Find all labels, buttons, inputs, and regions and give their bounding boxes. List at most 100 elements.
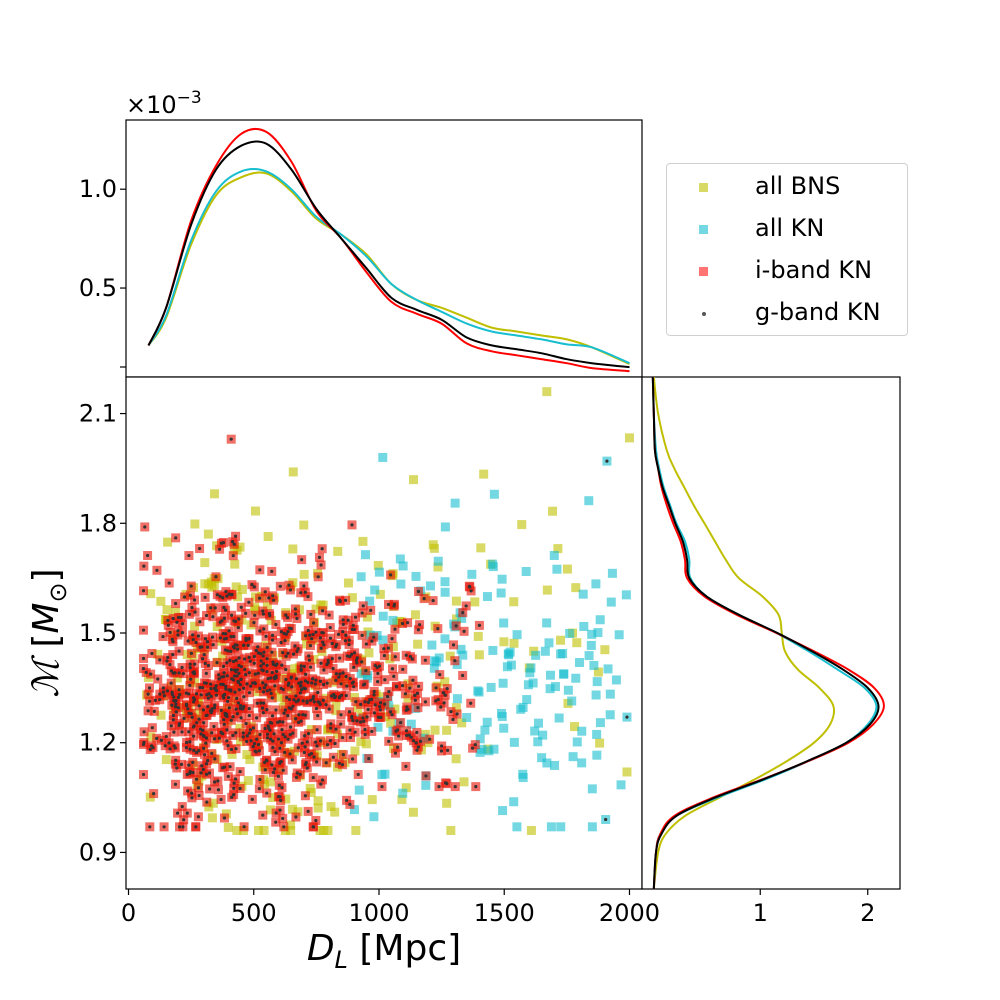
scatter-point-g-band-kn (270, 638, 275, 642)
scatter-point-g-band-kn (424, 774, 428, 778)
scatter-point-g-band-kn (180, 622, 185, 626)
scatter-point-all-kn (518, 773, 528, 783)
scatter-point-g-band-kn (261, 662, 266, 666)
main-xtick-label: 0 (121, 899, 136, 927)
scatter-point-all-kn (603, 664, 613, 674)
scatter-point-all-kn (577, 758, 587, 768)
scatter-point-g-band-kn (400, 621, 405, 626)
scatter-point-g-band-kn (271, 770, 276, 775)
scatter-point-g-band-kn (155, 736, 159, 740)
top-kde-line-g-band-kn (147, 140, 630, 369)
scatter-point-g-band-kn (190, 791, 194, 795)
scatter-point-g-band-kn (204, 741, 208, 745)
scatter-point-g-band-kn (168, 630, 172, 635)
scatter-point-g-band-kn (176, 695, 181, 699)
scatter-point-g-band-kn (354, 700, 358, 704)
scatter-point-g-band-kn (410, 657, 414, 661)
main-xtick-label: 500 (231, 899, 277, 927)
scatter-point-g-band-kn (231, 733, 235, 738)
scatter-point-all-kn (559, 669, 569, 679)
scatter-point-all-kn (575, 658, 585, 668)
scatter-point-all-kn (591, 579, 601, 589)
scatter-point-g-band-kn (226, 649, 230, 653)
scatter-point-g-band-kn (236, 647, 240, 651)
scatter-point-g-band-kn (352, 665, 356, 669)
scatter-point-g-band-kn (186, 789, 190, 793)
scatter-point-all-bns (362, 612, 372, 622)
scatter-point-all-kn (440, 577, 450, 587)
scatter-point-g-band-kn (204, 736, 209, 740)
scatter-point-g-band-kn (197, 704, 201, 708)
scatter-point-all-kn (398, 788, 408, 798)
scatter-point-g-band-kn (411, 678, 415, 682)
scatter-point-all-kn (499, 618, 509, 628)
scatter-point-g-band-kn (191, 770, 195, 775)
scatter-point-all-bns (309, 655, 319, 665)
scatter-point-g-band-kn (141, 666, 146, 671)
main-xtick-label: 1000 (348, 899, 409, 927)
scatter-point-g-band-kn (228, 765, 232, 769)
scatter-point-all-kn (360, 550, 370, 560)
scatter-point-g-band-kn (226, 695, 231, 700)
scatter-point-g-band-kn (273, 750, 277, 754)
scatter-point-g-band-kn (233, 534, 238, 538)
scatter-point-all-bns (161, 755, 171, 765)
scatter-point-g-band-kn (319, 646, 323, 650)
scatter-point-g-band-kn (451, 643, 456, 647)
scatter-point-g-band-kn (262, 650, 266, 654)
scatter-point-g-band-kn (344, 675, 348, 679)
scatter-point-g-band-kn (200, 645, 204, 649)
scatter-point-g-band-kn (161, 690, 166, 694)
scatter-point-g-band-kn (249, 739, 253, 743)
scatter-point-g-band-kn (223, 608, 228, 612)
scatter-point-all-bns (290, 664, 300, 674)
scatter-point-g-band-kn (252, 742, 257, 746)
scatter-point-all-kn (545, 684, 555, 694)
scatter-point-g-band-kn (276, 774, 281, 778)
scatter-point-g-band-kn (284, 654, 288, 658)
scatter-point-g-band-kn (225, 728, 229, 732)
scatter-point-g-band-kn (204, 762, 209, 766)
scatter-point-g-band-kn (222, 616, 227, 620)
scatter-point-g-band-kn (232, 781, 236, 785)
scatter-point-g-band-kn (265, 689, 269, 693)
scatter-point-all-bns (313, 803, 323, 813)
scatter-point-all-kn (540, 646, 550, 656)
scatter-point-g-band-kn (217, 673, 221, 677)
scatter-point-all-kn (369, 812, 379, 822)
scatter-point-g-band-kn (296, 720, 301, 724)
scatter-point-g-band-kn (284, 677, 288, 682)
scatter-point-g-band-kn (364, 668, 368, 673)
scatter-point-g-band-kn (197, 546, 202, 551)
scatter-point-g-band-kn (271, 739, 275, 743)
scatter-point-g-band-kn (311, 632, 315, 637)
scatter-point-g-band-kn (295, 616, 299, 621)
scatter-point-all-bns (622, 767, 632, 777)
scatter-point-g-band-kn (174, 758, 178, 762)
scatter-point-g-band-kn (306, 628, 310, 633)
scatter-point-g-band-kn (211, 615, 215, 619)
scatter-point-g-band-kn (464, 604, 468, 608)
scatter-point-g-band-kn (299, 591, 303, 595)
scatter-point-g-band-kn (449, 710, 453, 714)
scatter-point-g-band-kn (231, 554, 235, 558)
scatter-point-g-band-kn (214, 688, 218, 692)
scatter-point-g-band-kn (372, 693, 376, 697)
scatter-point-g-band-kn (249, 684, 253, 688)
scatter-point-g-band-kn (285, 696, 289, 700)
scatter-point-g-band-kn (158, 698, 162, 702)
scatter-point-g-band-kn (390, 637, 394, 641)
scatter-point-g-band-kn (284, 667, 288, 672)
scatter-point-all-bns (281, 794, 291, 804)
scatter-point-all-kn (518, 702, 528, 712)
scatter-point-g-band-kn (469, 589, 473, 593)
scatter-point-g-band-kn (269, 737, 273, 741)
scatter-point-g-band-kn (244, 721, 248, 726)
scatter-point-g-band-kn (204, 772, 209, 776)
main-ytick-label: 1.2 (79, 729, 117, 757)
scatter-point-g-band-kn (251, 681, 255, 685)
scatter-point-g-band-kn (415, 730, 419, 735)
scatter-point-all-bns (311, 604, 321, 614)
scatter-point-all-kn (587, 629, 597, 639)
scatter-point-g-band-kn (192, 734, 196, 738)
